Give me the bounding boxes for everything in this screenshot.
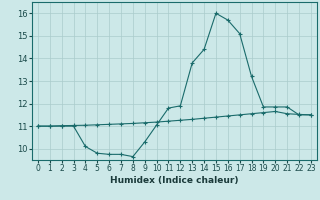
X-axis label: Humidex (Indice chaleur): Humidex (Indice chaleur) [110,176,239,185]
